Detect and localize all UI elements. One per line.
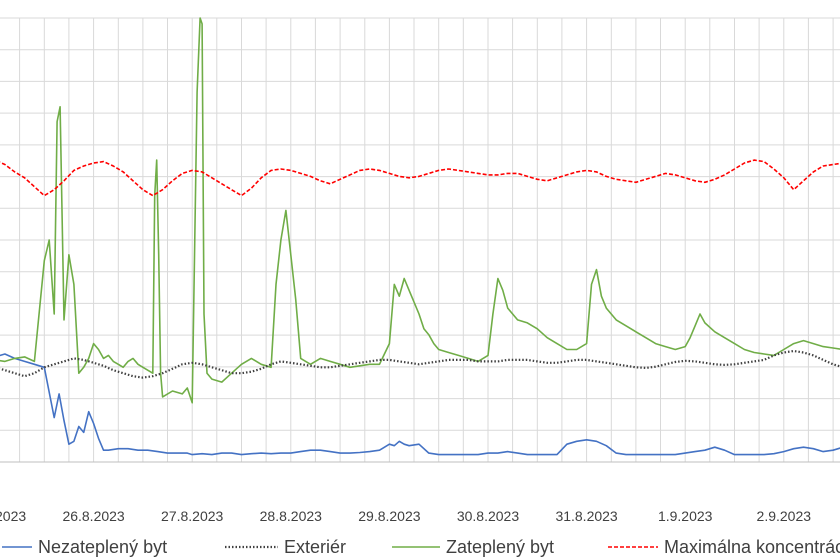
x-tick-label: 28.8.2023 [260, 508, 322, 524]
series-line-1 [0, 353, 840, 456]
legend-label: Zateplený byt [446, 537, 554, 557]
legend-label: Exteriér [284, 537, 346, 557]
x-tick-label: 30.8.2023 [457, 508, 519, 524]
legend-label: Nezateplený byt [38, 537, 167, 557]
legend: Nezateplený byt Exteriér Zateplený byt Maxi… [2, 537, 840, 557]
x-tick-label: 1.9.2023 [658, 508, 713, 524]
gridlines [0, 17, 840, 463]
legend-label: Maximálna koncentrácia [664, 537, 840, 557]
x-tick-label: 26.8.2023 [62, 508, 124, 524]
series-line-2 [0, 349, 840, 379]
series-line-4 [0, 159, 840, 197]
x-tick-label: 27.8.2023 [161, 508, 223, 524]
series-line-3 [0, 17, 840, 404]
x-tick-label: 29.8.2023 [358, 508, 420, 524]
x-axis-tick-labels: 25.8.2023 26.8.2023 27.8.2023 28.8.2023 29.8… [0, 508, 812, 524]
x-tick-label: 31.8.2023 [555, 508, 617, 524]
series-lines [0, 17, 840, 456]
x-tick-label: 25.8.2023 [0, 508, 26, 524]
x-tick-label: 2.9.2023 [757, 508, 812, 524]
